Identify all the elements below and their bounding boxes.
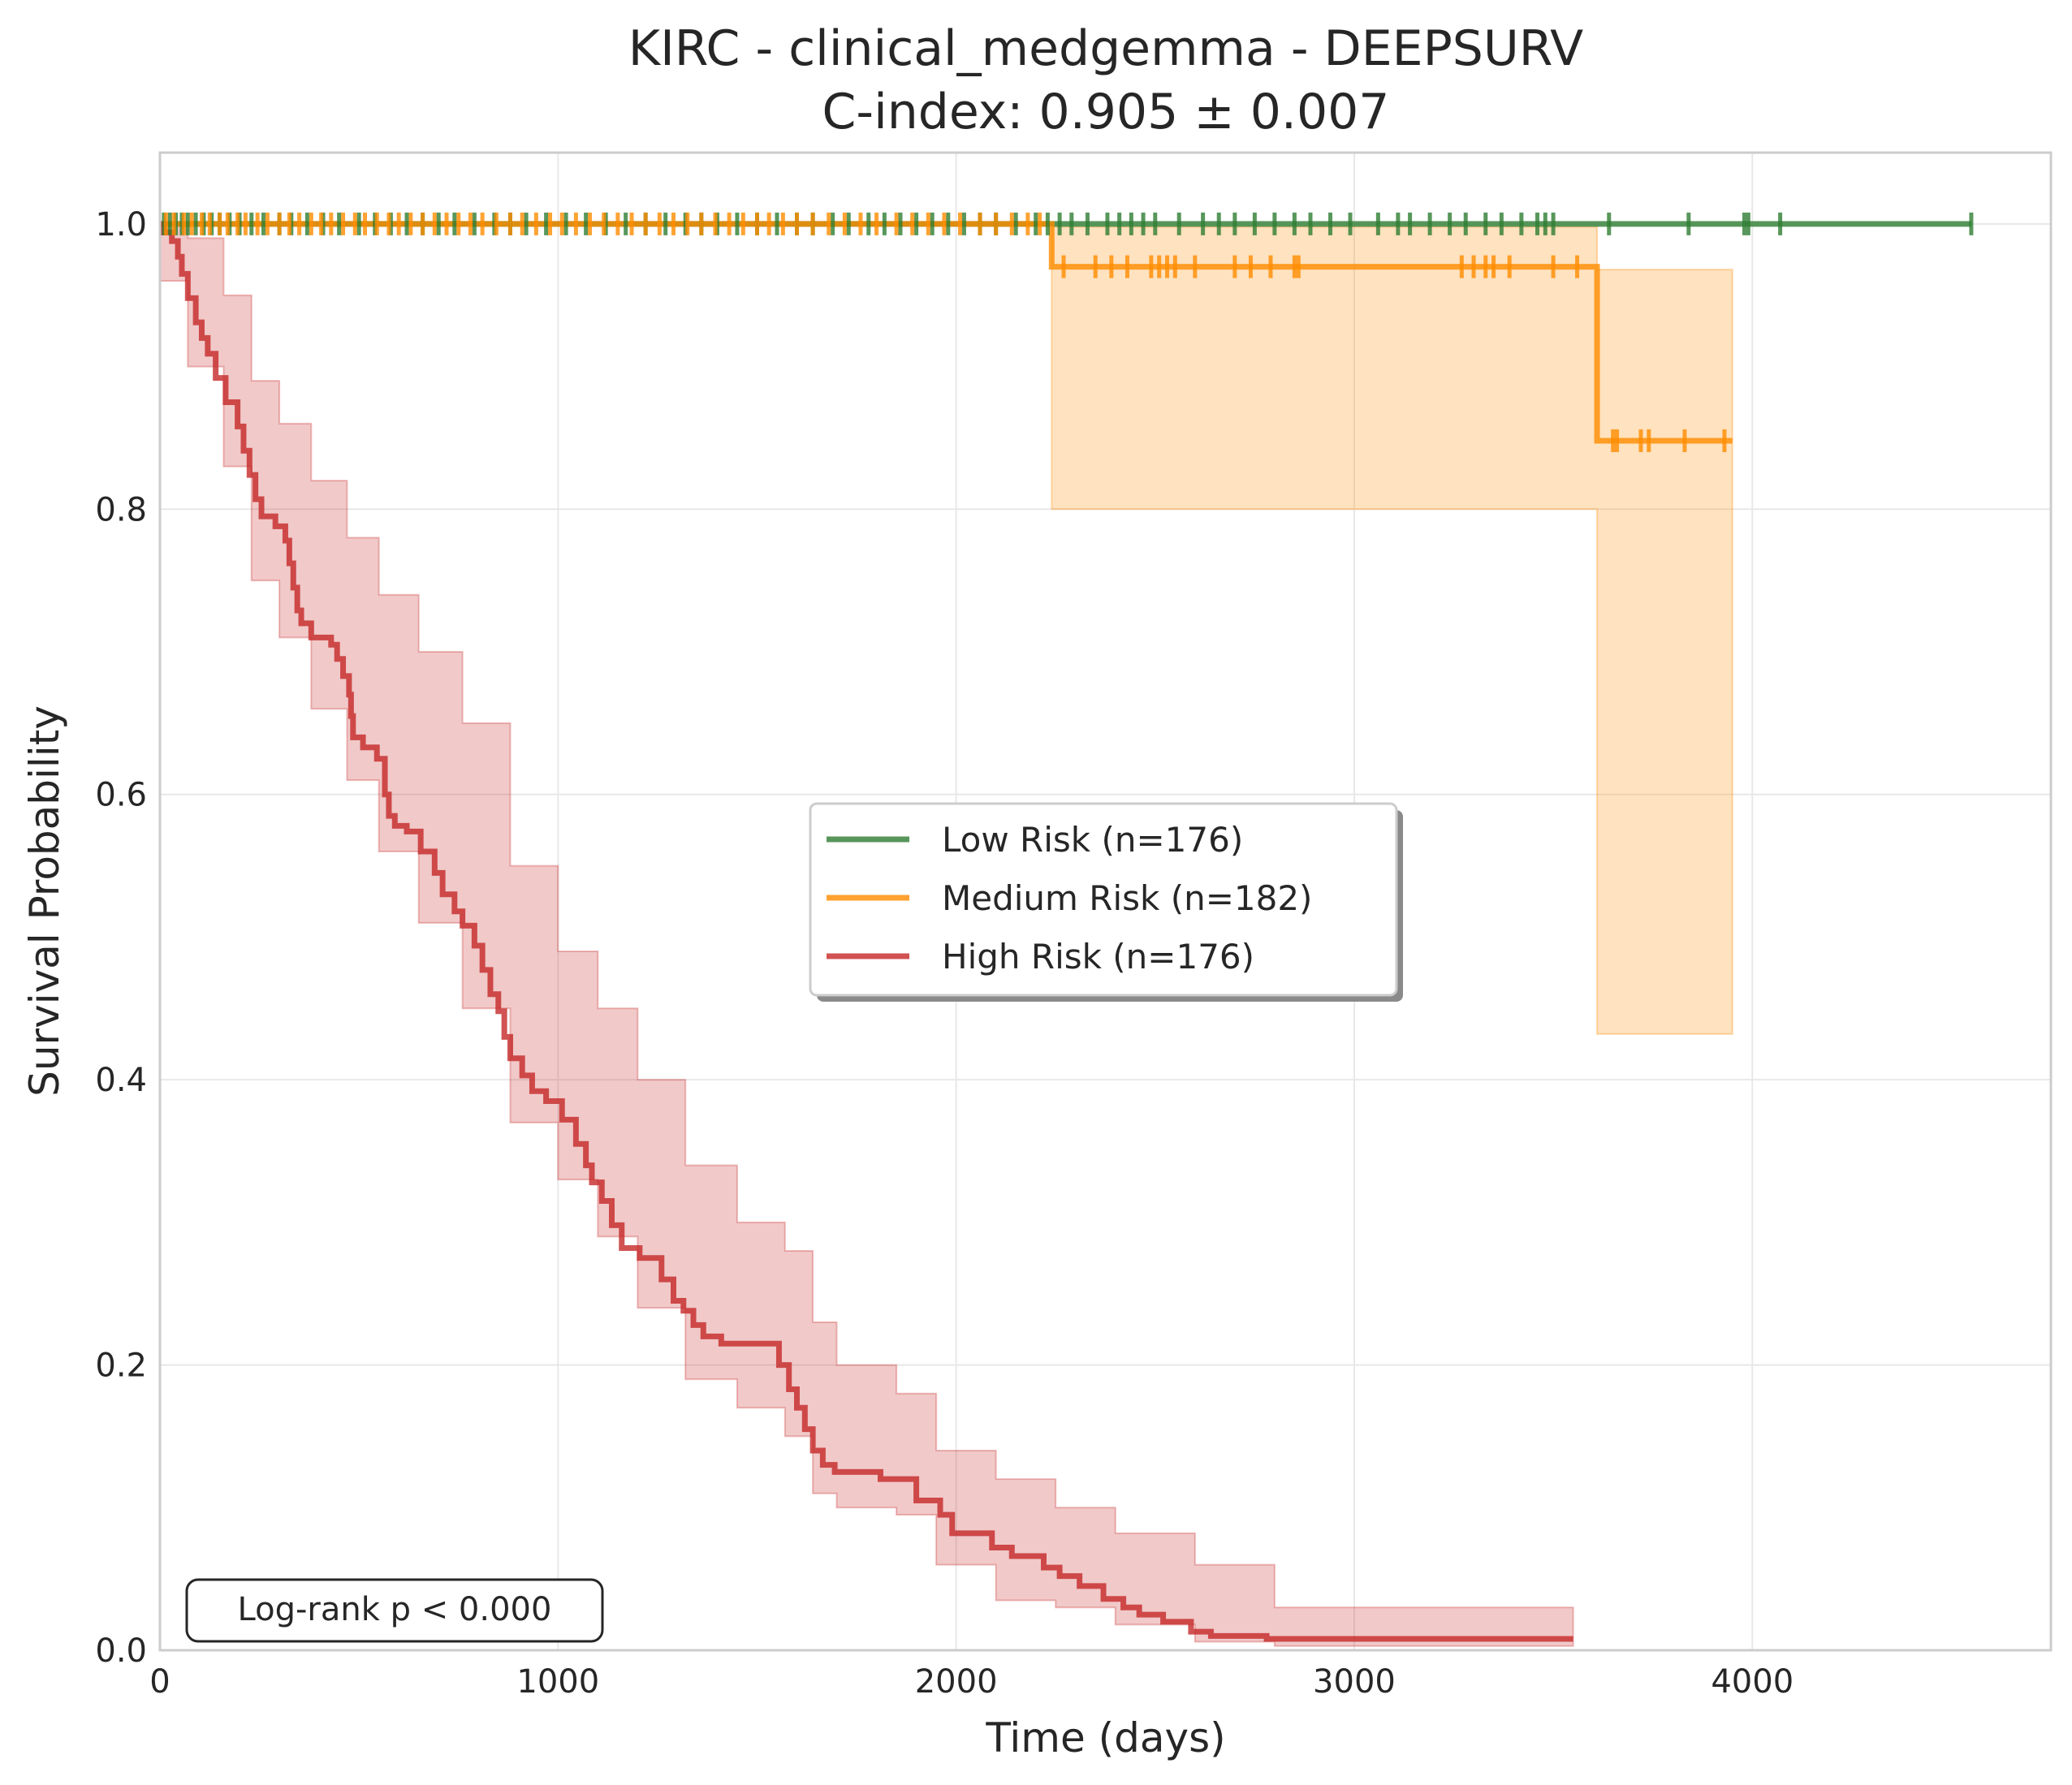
legend: Low Risk (n=176) Medium Risk (n=182) Hig… xyxy=(809,802,1403,1002)
chart-title: KIRC - clinical_medgemma - DEEPSURV xyxy=(628,20,1583,77)
y-tick-label: 0.8 xyxy=(95,491,147,528)
chart-subtitle: C-index: 0.905 ± 0.007 xyxy=(822,84,1390,140)
high-risk-curve xyxy=(160,221,1573,1642)
plot-frame xyxy=(158,151,2053,1652)
annotation-text: Log-rank p < 0.000 xyxy=(238,1591,552,1628)
x-tick-label: 0 xyxy=(149,1663,170,1701)
y-tick-label: 0.4 xyxy=(95,1062,147,1099)
annotation-box xyxy=(185,1578,604,1643)
legend-box xyxy=(809,802,1398,997)
x-tick-label: 2000 xyxy=(915,1663,998,1701)
y-tick-label: 1.0 xyxy=(95,206,147,244)
confidence-bands xyxy=(159,222,1733,1647)
legend-label-medium-risk: Medium Risk (n=182) xyxy=(942,878,1312,918)
survival-curves xyxy=(160,221,1971,1642)
medium-risk-ci-band xyxy=(1051,226,1733,1035)
axis-ticks: 0 1000 2000 3000 4000 0.0 0.2 0.4 0.6 0.8 1.0 xyxy=(95,206,1794,1701)
censor-marks xyxy=(162,212,1974,452)
y-tick-label: 0.6 xyxy=(95,777,147,814)
legend-label-low-risk: Low Risk (n=176) xyxy=(942,820,1243,860)
x-axis-label: Time (days) xyxy=(985,1714,1225,1761)
logrank-annotation: Log-rank p < 0.000 xyxy=(185,1578,604,1643)
x-tick-label: 3000 xyxy=(1313,1663,1396,1701)
medium-risk-curve xyxy=(160,221,1733,444)
legend-label-high-risk: High Risk (n=176) xyxy=(942,937,1254,977)
y-axis-label: Survival Probability xyxy=(21,705,68,1097)
y-tick-label: 0.0 xyxy=(95,1632,147,1670)
x-tick-label: 4000 xyxy=(1711,1663,1794,1701)
x-tick-label: 1000 xyxy=(516,1663,599,1701)
high-risk-ci-band xyxy=(159,222,1574,1647)
y-tick-label: 0.2 xyxy=(95,1347,147,1385)
